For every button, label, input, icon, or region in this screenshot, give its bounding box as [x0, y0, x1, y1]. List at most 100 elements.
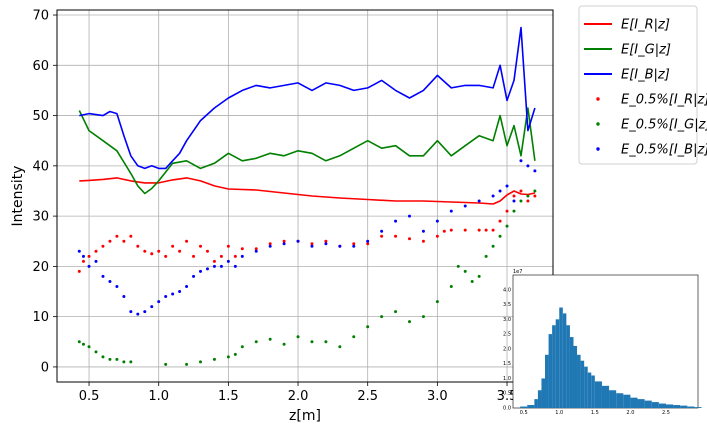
series-point-4 — [212, 357, 216, 361]
series-point-3 — [407, 237, 411, 241]
series-point-3 — [449, 228, 453, 232]
series-point-5 — [178, 290, 182, 294]
series-point-5 — [157, 300, 161, 304]
series-point-3 — [199, 244, 203, 248]
y-tick-label: 40 — [32, 159, 49, 174]
inset-bar — [562, 313, 567, 408]
series-point-5 — [435, 219, 439, 223]
series-point-5 — [81, 254, 85, 258]
series-line-2 — [79, 26, 536, 170]
series-point-3 — [212, 259, 216, 263]
series-point-4 — [101, 355, 105, 359]
series-point-5 — [164, 295, 168, 299]
series-point-5 — [171, 292, 175, 296]
series-point-3 — [108, 239, 112, 243]
x-tick-label: 0.5 — [79, 389, 100, 404]
inset-bar — [573, 345, 578, 408]
series-point-3 — [94, 249, 98, 253]
legend-dot-marker — [596, 122, 600, 126]
series-point-4 — [310, 340, 314, 344]
series-point-4 — [324, 340, 328, 344]
series-point-3 — [512, 194, 516, 198]
series-point-3 — [240, 247, 244, 251]
series-point-5 — [505, 184, 509, 188]
series-point-3 — [533, 194, 537, 198]
series-point-5 — [212, 264, 216, 268]
series-point-4 — [81, 342, 85, 346]
inset-bar — [584, 366, 588, 408]
series-line-1 — [78, 107, 536, 195]
inset-y-tick-label: 3.5 — [503, 302, 511, 308]
inset-bar — [594, 381, 602, 408]
y-tick-label: 70 — [32, 9, 49, 24]
series-point-4 — [77, 340, 81, 344]
inset-bar — [566, 325, 570, 408]
series-point-3 — [352, 242, 356, 246]
inset-bar — [623, 394, 631, 408]
series-point-3 — [366, 242, 370, 246]
series-point-3 — [526, 199, 530, 203]
series-point-5 — [254, 249, 258, 253]
series-point-5 — [512, 199, 516, 203]
inset-y-tick-label: 2.5 — [503, 332, 511, 338]
series-point-4 — [477, 274, 481, 278]
inset-bar — [548, 334, 553, 408]
y-tick-label: 10 — [32, 310, 49, 325]
y-tick-label: 0 — [41, 360, 49, 375]
inset-bar — [637, 399, 645, 408]
series-point-4 — [87, 345, 91, 349]
series-point-3 — [233, 254, 237, 258]
inset-bar — [658, 403, 666, 408]
legend-entry-label: E_0.5%[I_R|z] — [621, 93, 707, 108]
series-point-4 — [338, 345, 342, 349]
series-point-3 — [101, 244, 105, 248]
series-point-3 — [185, 239, 189, 243]
series-point-5 — [533, 169, 537, 173]
inset-y-tick-label: 2.0 — [503, 346, 511, 352]
series-point-4 — [435, 300, 439, 304]
inset-bar — [630, 397, 638, 408]
inset-histogram: 0.5 1.0 1.5 2.0 2.5 0.0 0.5 1.0 1.5 2.0 2.5 3.0 3.5 4… — [503, 269, 702, 416]
series-point-4 — [282, 342, 286, 346]
series-point-3 — [491, 228, 495, 232]
inset-bar — [616, 393, 624, 408]
inset-bar — [552, 325, 556, 408]
series-point-4 — [164, 362, 168, 366]
series-point-4 — [226, 355, 230, 359]
axes-frame — [56, 9, 554, 383]
y-tick-label: 50 — [32, 109, 49, 124]
series-point-3 — [122, 239, 126, 243]
series-point-3 — [136, 244, 140, 248]
series-point-4 — [233, 352, 237, 356]
series-point-4 — [254, 340, 258, 344]
series-point-5 — [143, 310, 147, 314]
legend-entry-label: E[I_B|z] — [621, 68, 670, 83]
series-point-5 — [199, 269, 203, 273]
inset-x-tick-label: 1.0 — [555, 410, 563, 416]
series-point-5 — [394, 219, 398, 223]
inset-bar — [673, 405, 681, 408]
series-point-4 — [512, 209, 516, 213]
x-tick-label: 3.5 — [497, 389, 518, 404]
inset-bar — [541, 378, 546, 408]
grid-lines — [57, 10, 553, 382]
series-point-5 — [129, 310, 133, 314]
series-point-3 — [435, 234, 439, 238]
series-point-3 — [129, 234, 133, 238]
inset-bar — [609, 390, 617, 408]
series-point-4 — [533, 189, 537, 193]
series-point-5 — [449, 209, 453, 213]
series-point-3 — [477, 228, 481, 232]
series-point-4 — [449, 284, 453, 288]
inset-bar — [587, 372, 592, 408]
series-point-4 — [470, 279, 474, 283]
series-point-5 — [233, 264, 237, 268]
series-point-3 — [324, 239, 328, 243]
series-point-3 — [463, 228, 467, 232]
series-point-4 — [296, 335, 300, 339]
inset-y-tick-label: 0.0 — [503, 406, 511, 412]
series-point-5 — [87, 264, 91, 268]
series-point-5 — [205, 267, 209, 271]
series-point-5 — [185, 284, 189, 288]
